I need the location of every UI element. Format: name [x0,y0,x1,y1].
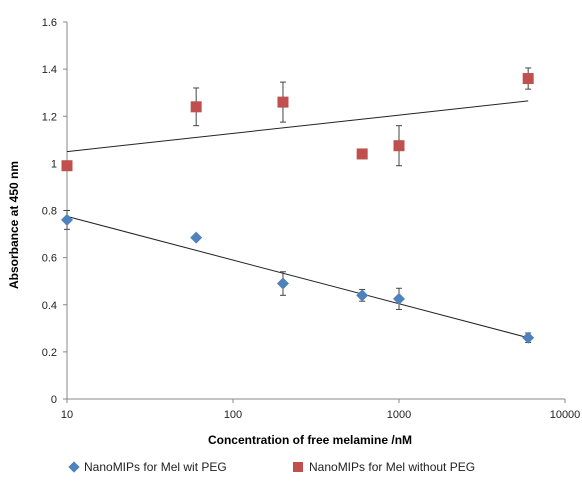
data-point-diamond [190,231,203,244]
y-tick-label: 0.2 [42,347,57,359]
data-point-diamond [61,213,73,226]
y-tick-label: 0.8 [42,206,57,218]
y-axis-title: Absorbance at 450 nm [7,161,21,289]
data-point-square [61,160,73,172]
y-tick-label: 1.4 [42,64,57,76]
y-tick-label: 0.6 [42,253,57,265]
legend-item-with-peg: NanoMIPs for Mel wit PEG [68,460,227,474]
x-tick-label: 100 [224,409,242,421]
diamond-marker-icon [68,461,80,473]
legend-label-without-peg: NanoMIPs for Mel without PEG [309,460,476,474]
data-point-square [356,148,368,160]
data-point-square [277,96,289,108]
legend-label-with-peg: NanoMIPs for Mel wit PEG [84,460,227,474]
trendline-series-0 [66,215,529,339]
x-axis-title: Concentration of free melamine /nM [208,433,412,447]
y-axis-ticks: 0 0.2 0.4 0.6 0.8 1 1.2 1.4 1.6 [42,17,67,406]
y-tick-label: 1.6 [42,17,57,29]
trendlines [66,100,529,339]
legend-item-without-peg: NanoMIPs for Mel without PEG [293,460,475,474]
data-point-diamond [393,292,405,305]
error-bars [64,67,532,343]
x-tick-label: 10 [61,409,73,421]
x-axis-ticks: 10 100 1000 10000 [61,399,580,421]
chart-area: 0 0.2 0.4 0.6 0.8 1 1.2 1.4 1.6 10 100 1000 10000 C… [7,17,580,447]
data-point-square [393,140,405,152]
y-tick-label: 1.2 [42,111,57,123]
trendline-series-1 [66,100,529,153]
data-point-diamond [276,277,289,290]
x-tick-label: 1000 [387,409,411,421]
y-tick-label: 0 [51,394,57,406]
x-tick-label: 10000 [550,409,581,421]
data-point-diamond [522,331,535,344]
y-tick-label: 1 [51,158,57,170]
chart-legend: NanoMIPs for Mel wit PEG NanoMIPs for Me… [0,460,582,480]
data-point-square [190,101,202,113]
data-point-diamond [356,289,369,302]
y-tick-label: 0.4 [42,300,57,312]
data-point-square [522,73,534,85]
square-marker-icon [293,462,303,472]
data-points [61,73,535,344]
